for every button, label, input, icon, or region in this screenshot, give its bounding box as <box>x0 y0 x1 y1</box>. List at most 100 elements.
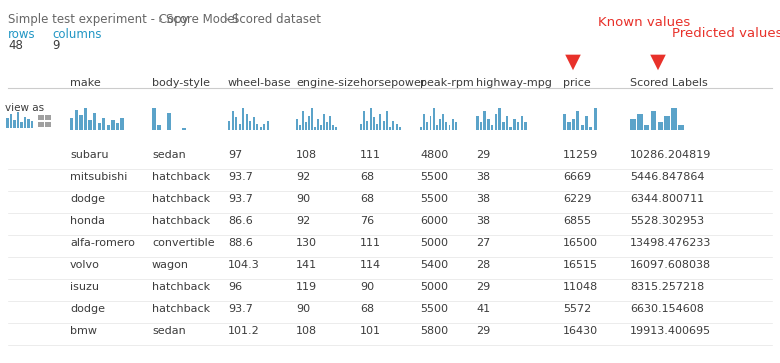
FancyBboxPatch shape <box>563 114 566 130</box>
FancyBboxPatch shape <box>6 118 9 128</box>
FancyBboxPatch shape <box>329 116 331 130</box>
FancyBboxPatch shape <box>637 114 643 130</box>
Text: mitsubishi: mitsubishi <box>70 172 127 182</box>
FancyBboxPatch shape <box>235 117 237 130</box>
FancyBboxPatch shape <box>299 125 301 130</box>
Text: 16430: 16430 <box>563 326 598 336</box>
Text: 119: 119 <box>296 282 317 292</box>
FancyBboxPatch shape <box>23 117 26 128</box>
FancyBboxPatch shape <box>83 108 87 130</box>
FancyBboxPatch shape <box>260 127 262 130</box>
FancyBboxPatch shape <box>182 127 186 130</box>
FancyBboxPatch shape <box>20 122 23 128</box>
Text: 96: 96 <box>228 282 242 292</box>
Text: highway-mpg: highway-mpg <box>476 78 552 88</box>
Text: 28: 28 <box>476 260 491 270</box>
FancyBboxPatch shape <box>263 124 265 130</box>
FancyBboxPatch shape <box>326 122 328 130</box>
Text: 6344.800711: 6344.800711 <box>630 194 704 204</box>
FancyBboxPatch shape <box>167 113 171 130</box>
Text: 5800: 5800 <box>420 326 448 336</box>
Text: 6000: 6000 <box>420 216 448 226</box>
FancyBboxPatch shape <box>445 122 447 130</box>
Text: 5528.302953: 5528.302953 <box>630 216 704 226</box>
FancyBboxPatch shape <box>392 121 395 130</box>
FancyBboxPatch shape <box>379 114 381 130</box>
Text: 141: 141 <box>296 260 317 270</box>
Text: 38: 38 <box>476 172 490 182</box>
FancyBboxPatch shape <box>323 114 324 130</box>
FancyBboxPatch shape <box>79 115 83 130</box>
FancyBboxPatch shape <box>232 111 234 130</box>
FancyBboxPatch shape <box>373 117 375 130</box>
Text: 5500: 5500 <box>420 172 448 182</box>
Text: 29: 29 <box>476 282 491 292</box>
FancyBboxPatch shape <box>75 110 78 130</box>
Text: 41: 41 <box>476 304 490 314</box>
Text: hatchback: hatchback <box>152 172 210 182</box>
Text: 86.6: 86.6 <box>228 216 253 226</box>
FancyBboxPatch shape <box>517 122 519 130</box>
FancyBboxPatch shape <box>88 120 92 130</box>
Text: 93.7: 93.7 <box>228 304 253 314</box>
Text: ›: › <box>158 13 163 26</box>
FancyBboxPatch shape <box>120 118 124 130</box>
FancyBboxPatch shape <box>420 127 422 130</box>
FancyBboxPatch shape <box>242 108 244 130</box>
FancyBboxPatch shape <box>580 125 583 130</box>
FancyBboxPatch shape <box>27 119 30 128</box>
Text: 5400: 5400 <box>420 260 448 270</box>
Text: peak-rpm: peak-rpm <box>420 78 473 88</box>
Text: rows: rows <box>8 28 36 41</box>
FancyBboxPatch shape <box>256 124 258 130</box>
FancyBboxPatch shape <box>430 116 431 130</box>
Text: 16515: 16515 <box>563 260 598 270</box>
FancyBboxPatch shape <box>436 125 438 130</box>
FancyBboxPatch shape <box>363 111 365 130</box>
Text: sedan: sedan <box>152 326 186 336</box>
Text: 108: 108 <box>296 150 317 160</box>
FancyBboxPatch shape <box>45 114 51 120</box>
Text: columns: columns <box>52 28 101 41</box>
FancyBboxPatch shape <box>448 125 451 130</box>
Text: 38: 38 <box>476 216 490 226</box>
FancyBboxPatch shape <box>302 111 303 130</box>
Text: dodge: dodge <box>70 194 105 204</box>
FancyBboxPatch shape <box>476 116 478 130</box>
Text: 4800: 4800 <box>420 150 448 160</box>
FancyBboxPatch shape <box>98 123 101 130</box>
Text: ›: › <box>224 13 229 26</box>
FancyBboxPatch shape <box>253 117 255 130</box>
FancyBboxPatch shape <box>102 118 105 130</box>
Text: volvo: volvo <box>70 260 100 270</box>
FancyBboxPatch shape <box>367 121 368 130</box>
FancyBboxPatch shape <box>305 122 307 130</box>
FancyBboxPatch shape <box>370 108 372 130</box>
Text: 19913.400695: 19913.400695 <box>630 326 711 336</box>
Text: Predicted values: Predicted values <box>672 27 780 40</box>
FancyBboxPatch shape <box>386 111 388 130</box>
FancyBboxPatch shape <box>296 119 298 130</box>
Text: 88.6: 88.6 <box>228 238 253 248</box>
FancyBboxPatch shape <box>452 119 454 130</box>
FancyBboxPatch shape <box>317 119 319 130</box>
Text: alfa-romero: alfa-romero <box>70 238 135 248</box>
FancyBboxPatch shape <box>567 122 570 130</box>
FancyBboxPatch shape <box>112 120 115 130</box>
Text: horsepower: horsepower <box>360 78 426 88</box>
Text: make: make <box>70 78 101 88</box>
FancyBboxPatch shape <box>107 125 110 130</box>
Text: hatchback: hatchback <box>152 216 210 226</box>
Text: dodge: dodge <box>70 304 105 314</box>
FancyBboxPatch shape <box>524 122 527 130</box>
FancyBboxPatch shape <box>672 108 677 130</box>
Text: 6630.154608: 6630.154608 <box>630 304 704 314</box>
Text: 90: 90 <box>296 194 310 204</box>
Text: 13498.476233: 13498.476233 <box>630 238 711 248</box>
FancyBboxPatch shape <box>93 113 96 130</box>
FancyBboxPatch shape <box>45 122 51 127</box>
Text: 93.7: 93.7 <box>228 172 253 182</box>
Text: Scored dataset: Scored dataset <box>232 13 321 26</box>
Text: 6855: 6855 <box>563 216 591 226</box>
FancyBboxPatch shape <box>311 108 313 130</box>
